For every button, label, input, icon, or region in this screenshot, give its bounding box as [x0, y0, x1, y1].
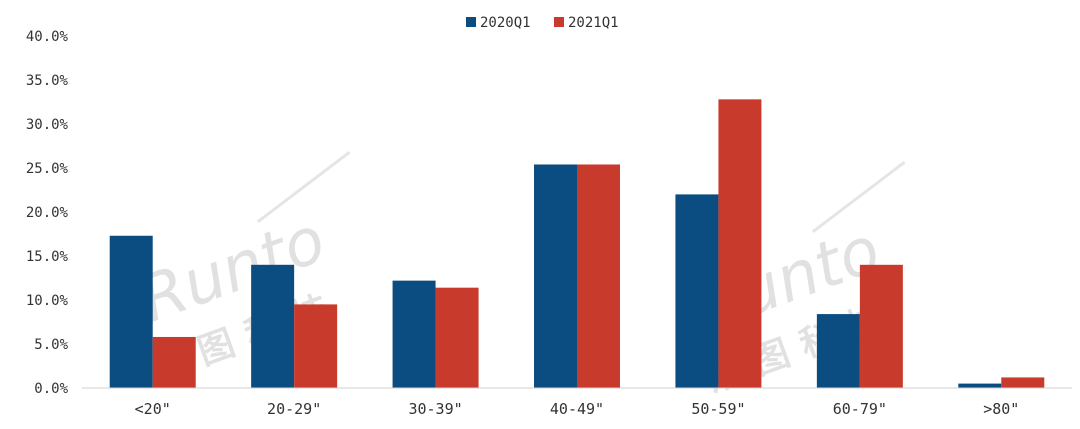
bar-2021Q1-5 — [859, 264, 903, 388]
bar-2020Q1-3 — [534, 164, 577, 388]
y-tick-label: 35.0% — [26, 73, 69, 89]
y-tick-label: 30.0% — [26, 117, 69, 133]
legend: 2020Q1 2021Q1 — [466, 15, 619, 31]
legend-label: 2020Q1 — [480, 15, 531, 31]
bar-2021Q1-1 — [294, 304, 338, 388]
x-category-label: 30-39" — [408, 400, 462, 418]
y-tick-label: 0.0% — [34, 381, 68, 397]
x-category-label: <20" — [135, 400, 171, 418]
x-category-label: 60-79" — [833, 400, 887, 418]
y-tick-label: 40.0% — [26, 29, 69, 45]
bar-2020Q1-2 — [392, 280, 436, 388]
bar-2021Q1-6 — [1001, 377, 1045, 388]
legend-swatch-1 — [554, 17, 564, 27]
x-category-label: >80" — [983, 400, 1019, 418]
bar-2021Q1-4 — [718, 99, 762, 389]
legend-label: 2021Q1 — [568, 15, 619, 31]
y-tick-label: 20.0% — [26, 205, 69, 221]
bar-2020Q1-1 — [251, 264, 295, 388]
y-tick-label: 25.0% — [26, 161, 69, 177]
y-tick-label: 5.0% — [34, 337, 68, 353]
bar-2021Q1-3 — [577, 164, 620, 388]
bar-2020Q1-4 — [675, 194, 719, 388]
watermark-swoosh-icon — [256, 151, 351, 224]
x-category-label: 40-49" — [550, 400, 604, 418]
bar-2021Q1-0 — [152, 336, 196, 388]
bar-2021Q1-2 — [435, 287, 479, 388]
x-axis: <20" 20-29" 30-39" 40-49" 50-59" 60-79" >80" — [82, 387, 1072, 418]
y-tick-label: 10.0% — [26, 293, 69, 309]
x-category-label: 50-59" — [691, 400, 745, 418]
y-axis: 0.0% 5.0% 10.0% 15.0% 20.0% 25.0% 30.0% 35.0% 40… — [26, 29, 69, 397]
watermark-swoosh-icon — [811, 161, 906, 234]
legend-swatch-0 — [466, 17, 476, 27]
bars-group — [109, 99, 1045, 389]
y-tick-label: 15.0% — [26, 249, 69, 265]
bar-2020Q1-0 — [109, 235, 153, 388]
bar-2020Q1-5 — [816, 314, 860, 388]
bar-2020Q1-6 — [958, 383, 1002, 388]
x-category-label: 20-29" — [267, 400, 321, 418]
